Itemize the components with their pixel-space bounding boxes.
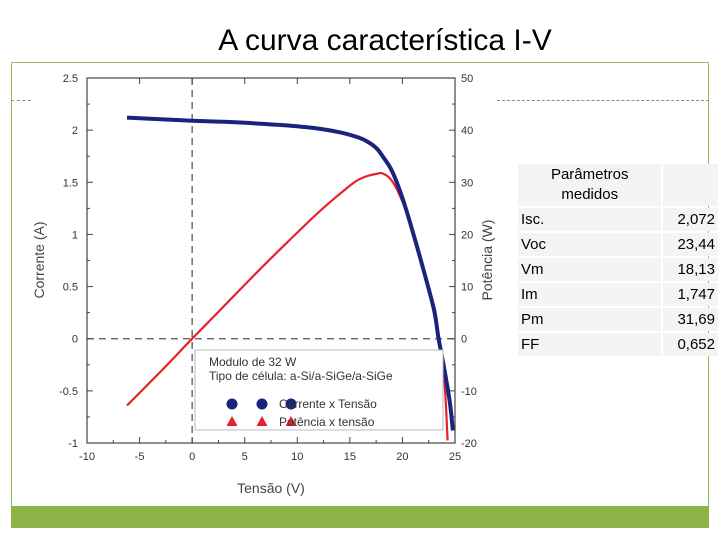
x-tick-label: 0 <box>189 451 195 463</box>
x-tick-label: 25 <box>449 451 461 463</box>
y2-tick-label: 40 <box>461 125 473 137</box>
legend-line-1: Modulo de 32 W <box>209 355 297 369</box>
decorative-line-left <box>11 100 31 101</box>
y-tick-label: 0 <box>72 334 78 346</box>
y2-tick-label: -10 <box>461 386 477 398</box>
parameter-name: Isc. <box>518 208 662 231</box>
legend-line-2: Tipo de célula: a-Si/a-SiGe/a-SiGe <box>209 369 393 383</box>
x-tick-label: 10 <box>291 451 303 463</box>
x-axis-ticks: -10 -5 0 5 10 15 20 25 <box>79 78 461 463</box>
parameter-value: 1,747 <box>663 283 718 306</box>
slide-title: A curva característica I-V <box>218 24 552 57</box>
parameter-value: 23,44 <box>663 233 718 256</box>
chart-legend: Modulo de 32 W Tipo de célula: a-Si/a-Si… <box>194 349 444 431</box>
legend-marker-current <box>285 398 297 410</box>
y2-axis-label: Potência (W) <box>479 220 495 301</box>
y-tick-label: 1.5 <box>63 177 78 189</box>
y2-axis-ticks: -20 -10 0 10 20 30 40 50 <box>449 73 477 450</box>
x-tick-label: -10 <box>79 451 95 463</box>
parameter-value: 18,13 <box>663 258 718 281</box>
y2-tick-label: 30 <box>461 177 473 189</box>
y-tick-label: 1 <box>72 229 78 241</box>
y2-tick-label: 50 <box>461 73 473 85</box>
x-tick-label: -5 <box>135 451 145 463</box>
parameter-row: Im 1,747 <box>518 283 718 306</box>
y-axis-ticks: -1 -0.5 0 0.5 1 1.5 2 2.5 <box>59 73 93 450</box>
parameter-row: FF 0,652 <box>518 333 718 356</box>
legend-entry-current: Corrente x Tensão <box>279 397 377 411</box>
parameter-value: 31,69 <box>663 308 718 331</box>
parameter-name: Voc <box>518 233 662 256</box>
parameter-name: Im <box>518 283 662 306</box>
parameters-header: Parâmetros medidos <box>518 164 662 206</box>
legend-marker-power <box>226 416 238 426</box>
current-series-line <box>126 115 455 431</box>
legend-marker-power <box>285 416 297 426</box>
parameter-name: Vm <box>518 258 662 281</box>
y-tick-label: 2.5 <box>63 73 78 85</box>
legend-marker-current <box>256 398 268 410</box>
parameter-row: Voc 23,44 <box>518 233 718 256</box>
footer-bar <box>11 506 709 528</box>
x-tick-label: 5 <box>242 451 248 463</box>
y2-tick-label: 0 <box>461 334 467 346</box>
parameter-value: 2,072 <box>663 208 718 231</box>
x-tick-label: 15 <box>344 451 356 463</box>
y-tick-label: -1 <box>68 438 78 450</box>
y2-tick-label: 20 <box>461 229 473 241</box>
legend-box <box>194 349 444 431</box>
parameter-row: Isc. 2,072 <box>518 208 718 231</box>
y2-tick-label: 10 <box>461 282 473 294</box>
y-tick-label: -0.5 <box>59 386 78 398</box>
parameters-header-empty <box>663 164 718 206</box>
parameters-header-row: Parâmetros medidos <box>518 164 718 206</box>
y2-tick-label: -20 <box>461 438 477 450</box>
parameter-row: Vm 18,13 <box>518 258 718 281</box>
legend-markers <box>226 398 297 426</box>
legend-marker-power <box>256 416 268 426</box>
reference-lines <box>87 78 455 443</box>
y-tick-label: 0.5 <box>63 282 78 294</box>
y-tick-label: 2 <box>72 125 78 137</box>
legend-entry-power: Potência x tensão <box>279 415 375 429</box>
decorative-line-right <box>497 100 709 101</box>
x-tick-label: 20 <box>396 451 408 463</box>
parameter-name: Pm <box>518 308 662 331</box>
parameter-row: Pm 31,69 <box>518 308 718 331</box>
parameters-table: Parâmetros medidos Isc. 2,072 Voc 23,44 … <box>516 162 720 358</box>
iv-chart: -10 -5 0 5 10 15 20 25 -1-0.500.511.522.5 -20-1… <box>31 73 495 496</box>
parameter-value: 0,652 <box>663 333 718 356</box>
parameter-name: FF <box>518 333 662 356</box>
x-axis-label: Tensão (V) <box>237 480 305 496</box>
legend-marker-current <box>226 398 238 410</box>
y-axis-label: Corrente (A) <box>31 221 47 298</box>
